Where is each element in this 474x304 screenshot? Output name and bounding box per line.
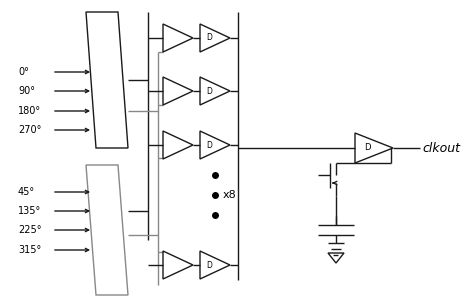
Text: D: D <box>207 87 212 95</box>
Text: 135°: 135° <box>18 206 41 216</box>
Text: D: D <box>364 143 370 153</box>
Text: D: D <box>207 33 212 43</box>
Text: 45°: 45° <box>18 187 35 197</box>
Text: x8: x8 <box>223 190 237 200</box>
Text: 0°: 0° <box>18 67 29 77</box>
Text: clkout: clkout <box>422 141 460 154</box>
Text: D: D <box>207 261 212 270</box>
Text: 270°: 270° <box>18 125 41 135</box>
Text: 90°: 90° <box>18 86 35 96</box>
Text: 180°: 180° <box>18 106 41 116</box>
Text: D: D <box>207 140 212 150</box>
Text: 225°: 225° <box>18 225 42 235</box>
Text: 315°: 315° <box>18 245 41 255</box>
